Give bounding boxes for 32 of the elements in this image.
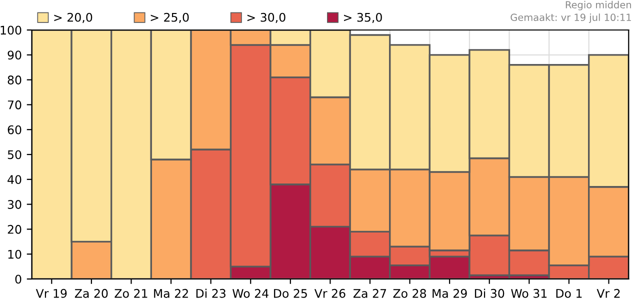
text: Gemaakt: vr 19 jul 10:11 [510,14,631,23]
x-tick-label: Vr 2 [596,288,620,298]
x-tick-label: Zo 21 [114,288,148,298]
x-tick-label: Zo 28 [393,288,426,298]
y-tick-label: 100 [0,26,22,35]
y-tick-label: 90 [8,50,22,60]
x-tick-label: Za 27 [353,288,386,298]
x-tick-label: Do 25 [274,288,307,298]
text: Regio midden [566,0,631,10]
legend-label: > 30,0 [247,12,286,24]
x-tick-label: Za 20 [74,288,108,298]
x-tick-label: Ma 29 [432,288,467,298]
x-tick-label: Vr 19 [36,288,67,298]
x-tick-label: Vr 26 [314,288,346,298]
y-tick-label: 60 [8,125,22,134]
x-tick-label: Wo 24 [232,288,268,298]
x-tick-label: Ma 22 [154,288,188,298]
legend-label: > 35,0 [344,12,382,24]
x-tick-label: Do 1 [556,289,582,298]
y-tick-label: 10 [8,250,22,259]
x-tick-label: Di 23 [196,288,226,298]
x-tick-label: Di 30 [474,288,504,298]
legend-label: > 25,0 [150,12,189,24]
legend-label: > 20,0 [54,12,92,24]
y-tick-label: 80 [8,76,22,84]
y-tick-label: 50 [8,150,22,160]
y-tick-label: 40 [8,175,22,184]
y-tick-label: 30 [8,200,22,209]
x-tick-label: Wo 31 [511,288,547,298]
y-tick-label: 0 [15,274,22,284]
y-tick-label: 20 [8,224,22,234]
y-tick-label: 70 [8,100,22,110]
